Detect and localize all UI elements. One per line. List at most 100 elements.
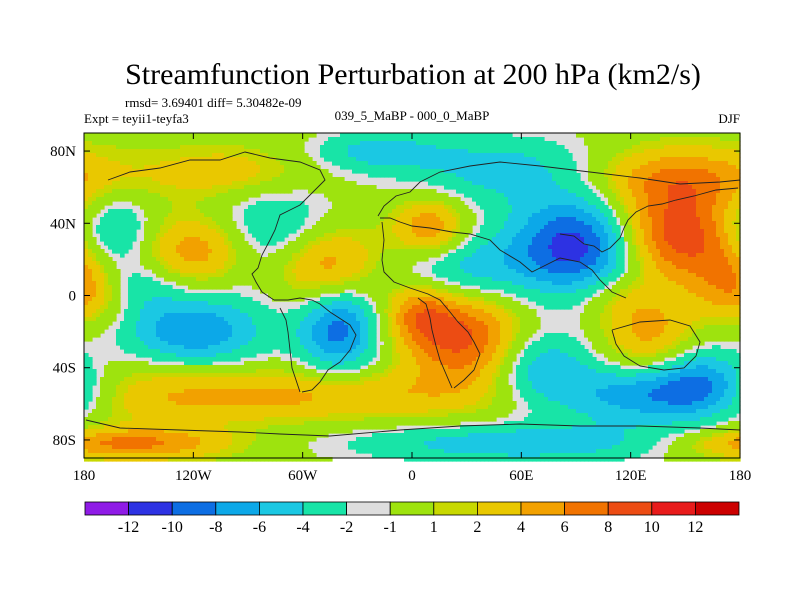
contour-cell: [344, 197, 349, 202]
contour-cell: [116, 409, 121, 414]
contour-cell: [88, 157, 93, 162]
contour-cell: [260, 257, 265, 262]
contour-cell: [272, 221, 277, 226]
contour-cell: [224, 217, 229, 222]
contour-cell: [200, 193, 205, 198]
contour-cell: [148, 317, 153, 322]
contour-cell: [196, 381, 201, 386]
contour-cell: [340, 337, 345, 342]
contour-cell: [116, 229, 121, 234]
contour-cell: [88, 197, 93, 202]
contour-cell: [228, 153, 233, 158]
contour-cell: [184, 153, 189, 158]
contour-cell: [180, 245, 185, 250]
contour-cell: [204, 277, 209, 282]
contour-cell: [352, 441, 357, 446]
contour-cell: [220, 449, 225, 454]
contour-cell: [180, 201, 185, 206]
contour-cell: [336, 309, 341, 314]
contour-cell: [208, 373, 213, 378]
contour-cell: [312, 233, 317, 238]
contour-cell: [172, 405, 177, 410]
contour-cell: [136, 165, 141, 170]
contour-cell: [188, 429, 193, 434]
contour-cell: [352, 297, 357, 302]
contour-cell: [236, 397, 241, 402]
contour-cell: [84, 261, 89, 266]
contour-cell: [96, 285, 101, 290]
contour-cell: [136, 193, 141, 198]
contour-cell: [320, 249, 325, 254]
contour-cell: [168, 137, 173, 142]
contour-cell: [164, 437, 169, 442]
contour-cell: [160, 405, 165, 410]
contour-cell: [152, 237, 157, 242]
contour-cell: [164, 293, 169, 298]
contour-cell: [136, 141, 141, 146]
contour-cell: [100, 277, 105, 282]
contour-cell: [340, 389, 345, 394]
contour-cell: [224, 257, 229, 262]
contour-cell: [108, 313, 113, 318]
contour-cell: [180, 205, 185, 210]
contour-cell: [264, 153, 269, 158]
contour-cell: [316, 265, 321, 270]
contour-cell: [272, 345, 277, 350]
contour-cell: [116, 225, 121, 230]
contour-cell: [208, 173, 213, 178]
contour-cell: [100, 409, 105, 414]
contour-cell: [188, 341, 193, 346]
contour-cell: [280, 277, 285, 282]
contour-cell: [204, 173, 209, 178]
contour-cell: [300, 249, 305, 254]
contour-cell: [100, 265, 105, 270]
contour-cell: [84, 317, 89, 322]
contour-cell: [268, 425, 273, 430]
contour-cell: [232, 245, 237, 250]
contour-cell: [200, 393, 205, 398]
contour-cell: [128, 141, 133, 146]
contour-cell: [288, 245, 293, 250]
contour-cell: [152, 373, 157, 378]
contour-cell: [276, 401, 281, 406]
contour-cell: [196, 357, 201, 362]
contour-cell: [288, 385, 293, 390]
contour-cell: [172, 325, 177, 330]
contour-cell: [256, 149, 261, 154]
contour-cell: [124, 429, 129, 434]
contour-cell: [152, 309, 157, 314]
contour-cell: [100, 417, 105, 422]
contour-cell: [240, 409, 245, 414]
contour-cell: [260, 217, 265, 222]
contour-cell: [168, 157, 173, 162]
contour-cell: [164, 221, 169, 226]
contour-cell: [168, 369, 173, 374]
contour-cell: [180, 229, 185, 234]
contour-cell: [84, 381, 89, 386]
contour-cell: [340, 213, 345, 218]
contour-cell: [280, 229, 285, 234]
contour-cell: [136, 225, 141, 230]
contour-cell: [184, 221, 189, 226]
contour-cell: [160, 253, 165, 258]
contour-cell: [220, 185, 225, 190]
contour-cell: [208, 157, 213, 162]
contour-cell: [288, 445, 293, 450]
contour-cell: [332, 305, 337, 310]
contour-cell: [228, 345, 233, 350]
contour-cell: [192, 213, 197, 218]
contour-cell: [128, 405, 133, 410]
contour-cell: [88, 321, 93, 326]
contour-cell: [140, 349, 145, 354]
contour-cell: [172, 257, 177, 262]
contour-cell: [212, 157, 217, 162]
contour-cell: [332, 189, 337, 194]
contour-cell: [204, 145, 209, 150]
contour-cell: [140, 409, 145, 414]
contour-cell: [168, 213, 173, 218]
contour-cell: [228, 369, 233, 374]
contour-cell: [236, 173, 241, 178]
contour-cell: [168, 389, 173, 394]
contour-cell: [120, 185, 125, 190]
contour-cell: [284, 349, 289, 354]
